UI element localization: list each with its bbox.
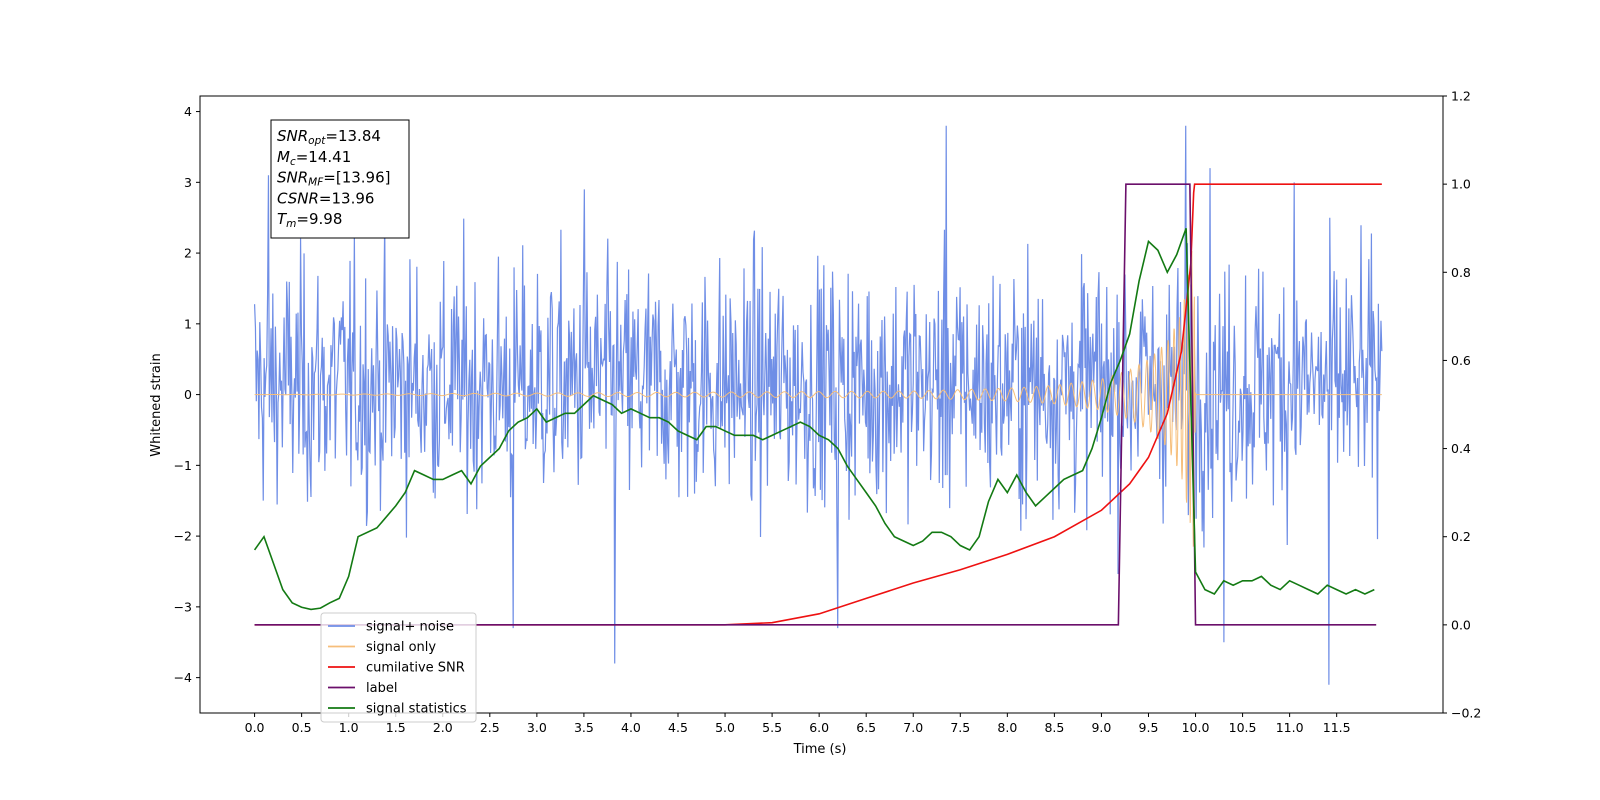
label-line <box>254 183 1377 626</box>
y-tick-label: 3 <box>184 175 192 190</box>
x-tick-label: 4.5 <box>668 720 688 735</box>
x-tick-label: 2.5 <box>480 720 500 735</box>
x-tick-label: 9.5 <box>1139 720 1159 735</box>
y-tick-label: −2 <box>174 529 192 544</box>
info-line: SNRopt=13.84 <box>277 127 381 147</box>
x-tick-label: 3.5 <box>574 720 594 735</box>
y2-tick-label: 0.2 <box>1451 529 1471 544</box>
x-tick-label: 6.5 <box>856 720 876 735</box>
y-tick-label: 0 <box>184 387 192 402</box>
y2-tick-label: 0.6 <box>1451 353 1471 368</box>
y-tick-label: 1 <box>184 316 192 331</box>
info-line: SNRMF=[13.96] <box>277 169 391 189</box>
signal-only-line <box>254 251 1382 547</box>
info-box-frame <box>270 119 410 239</box>
x-tick-label: 5.0 <box>715 720 735 735</box>
signal-statistics-line <box>253 227 1375 611</box>
x-axis-label: Time (s) <box>793 742 847 757</box>
x-tick-label: 8.0 <box>997 720 1017 735</box>
y-tick-label: −4 <box>174 670 192 685</box>
y2-tick-label: −0.2 <box>1451 706 1481 721</box>
legend-entry: signal statistics <box>366 702 467 717</box>
legend-entry: signal only <box>366 640 436 655</box>
x-tick-label: 11.5 <box>1323 720 1351 735</box>
info-line: Mc=14.41 <box>277 148 351 168</box>
info-line: Tm=9.98 <box>277 210 342 230</box>
x-tick-label: 7.5 <box>950 720 970 735</box>
y-tick-label: −3 <box>174 599 192 614</box>
y-tick-label: −1 <box>174 458 192 473</box>
legend: signal+ noise signal only cumilative SNR la… <box>320 612 477 723</box>
x-tick-label: 11.0 <box>1276 720 1304 735</box>
plot-area <box>253 125 1383 685</box>
legend-box <box>320 612 477 723</box>
legend-entry: label <box>366 681 397 696</box>
x-tick-label: 0.0 <box>245 720 265 735</box>
x-tick-label: 10.5 <box>1229 720 1257 735</box>
info-line: CSNR=13.96 <box>277 189 374 207</box>
x-tick-label: 0.5 <box>292 720 312 735</box>
x-tick-label: 10.0 <box>1182 720 1210 735</box>
axes-frame <box>199 95 1444 714</box>
y2-tick-label: 0.8 <box>1451 265 1471 280</box>
y-tick-label: 2 <box>184 246 192 261</box>
x-tick-label: 1.0 <box>339 720 359 735</box>
x-tick-label: 6.0 <box>809 720 829 735</box>
x-tick-label: 9.0 <box>1091 720 1111 735</box>
legend-entry: signal+ noise <box>366 620 454 635</box>
legend-entry: cumilative SNR <box>366 661 465 676</box>
y-axis-ticks: 4 3 2 1 0 −1 −2 −3 −4 <box>174 104 200 685</box>
info-box: SNRopt=13.84Mc=14.41SNRMF=[13.96]CSNR=13… <box>270 119 410 239</box>
x-tick-label: 5.5 <box>762 720 782 735</box>
y2-tick-label: 1.0 <box>1451 177 1471 192</box>
x-tick-label: 4.0 <box>621 720 641 735</box>
x-tick-label: 3.0 <box>527 720 547 735</box>
y-axis-label: Whitened strain <box>149 353 164 456</box>
y2-axis-ticks: 1.2 1.0 0.8 0.6 0.4 0.2 0.0 −0.2 <box>1443 89 1481 721</box>
x-tick-label: 7.0 <box>903 720 923 735</box>
y2-tick-label: 0.4 <box>1451 441 1471 456</box>
x-tick-label: 2.0 <box>433 720 453 735</box>
x-axis-ticks: 0.0 0.5 1.0 1.5 2.0 2.5 3.0 3.5 4.0 4.5 5.0 5.5 6.0 6… <box>245 713 1351 735</box>
y2-tick-label: 0.0 <box>1451 617 1471 632</box>
y2-tick-label: 1.2 <box>1451 89 1471 104</box>
x-tick-label: 1.5 <box>386 720 406 735</box>
y-tick-label: 4 <box>184 104 192 119</box>
x-tick-label: 8.5 <box>1044 720 1064 735</box>
